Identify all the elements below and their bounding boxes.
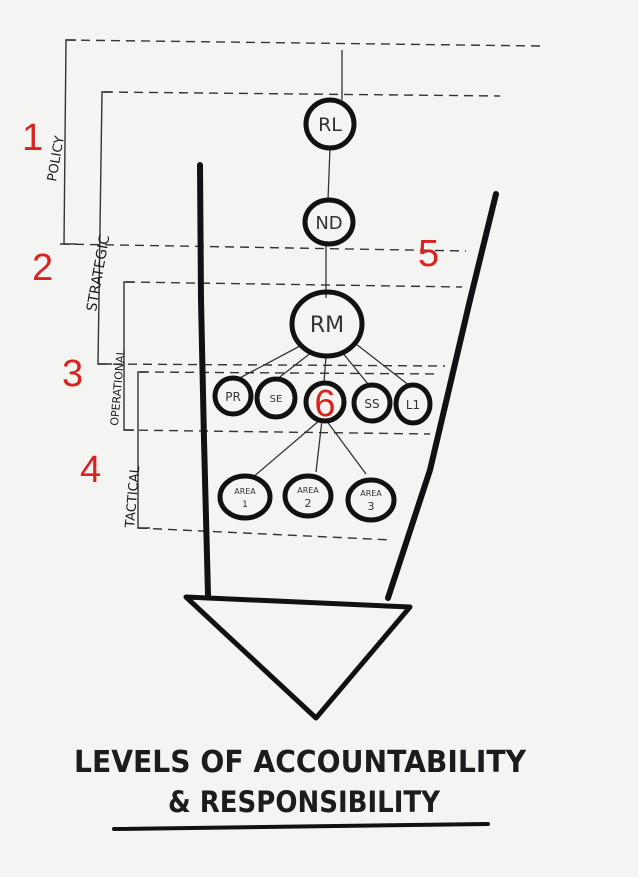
level-number-4: 4 <box>80 449 101 491</box>
level-brackets <box>63 39 150 529</box>
level-number-2: 2 <box>32 247 53 289</box>
dashed-line-operational-top <box>125 281 463 288</box>
diagram-title-line2: & RESPONSIBILITY <box>168 785 441 819</box>
bracket-policy <box>63 39 76 245</box>
node-area2-circle <box>282 473 334 519</box>
node-se-label: SE <box>270 394 283 405</box>
connector-rl-nd <box>327 147 331 201</box>
node-area2-number: 2 <box>305 497 312 510</box>
node-area2-label: AREA <box>297 486 319 495</box>
node-area1-circle <box>217 473 273 521</box>
level-dashed-lines <box>59 39 541 541</box>
node-li-label: L1 <box>406 398 420 412</box>
dashed-line-operational-bottom <box>123 429 431 435</box>
node-li-circle <box>393 382 433 426</box>
node-nd-label: ND <box>315 213 342 234</box>
node-ss-label: SS <box>364 397 379 411</box>
node-pr-circle <box>212 375 254 417</box>
node-area1-label: AREA <box>234 487 256 496</box>
dashed-line-policy-bottom <box>59 243 467 252</box>
funnel-left-wall <box>197 162 211 598</box>
funnel-output-triangle <box>183 594 413 721</box>
dashed-line-strategic-top <box>103 91 501 97</box>
hierarchy-connectors <box>235 50 411 479</box>
connector-6-area3 <box>325 419 367 475</box>
node-area1-number: 1 <box>242 500 248 510</box>
funnel <box>197 162 499 601</box>
level-number-3: 3 <box>62 353 83 395</box>
funnel-right-wall <box>385 191 499 601</box>
connector-rm-ss <box>341 351 369 385</box>
node-nd-circle <box>302 197 356 247</box>
node-6-circle <box>303 380 347 424</box>
node-area3-circle <box>345 477 397 523</box>
connector-rm-6 <box>323 355 327 383</box>
level-label-strategic: STRATEGIC <box>84 234 113 313</box>
node-rm-circle <box>289 289 365 359</box>
level-number-1: 1 <box>22 117 43 159</box>
level-label-tactical: TACTICAL <box>123 465 143 529</box>
level-label-operational: OPERATIONAL <box>108 348 128 426</box>
dashed-line-policy-top <box>65 39 541 47</box>
connector-rm-se <box>275 351 313 381</box>
bracket-operational <box>123 281 134 431</box>
node-rl-circle <box>303 97 357 151</box>
node-ss-circle <box>351 382 393 424</box>
dashed-line-tactical-bottom <box>137 527 393 541</box>
dashed-line-tactical-top <box>139 371 441 375</box>
bracket-tactical <box>137 371 150 529</box>
node-6-number: 6 <box>314 383 335 425</box>
node-area3-label: AREA <box>360 489 382 498</box>
diagram-title-line1: LEVELS OF ACCOUNTABILITY <box>74 745 527 780</box>
connector-rm-pr <box>235 345 301 381</box>
bracket-strategic <box>97 91 112 365</box>
connector-rm-li <box>355 343 411 387</box>
node-area3-number: 3 <box>368 500 375 513</box>
node-se-circle <box>254 376 298 420</box>
node-pr-label: PR <box>225 390 241 404</box>
node-rl-label: RL <box>318 114 342 136</box>
side-number-5: 5 <box>418 233 439 275</box>
hierarchy-nodes <box>212 97 433 523</box>
title-underline <box>112 822 490 831</box>
dashed-line-strategic-bottom <box>97 363 446 367</box>
connector-6-area2 <box>315 419 323 473</box>
connector-6-area1 <box>251 419 321 479</box>
node-rm-label: RM <box>310 313 344 338</box>
